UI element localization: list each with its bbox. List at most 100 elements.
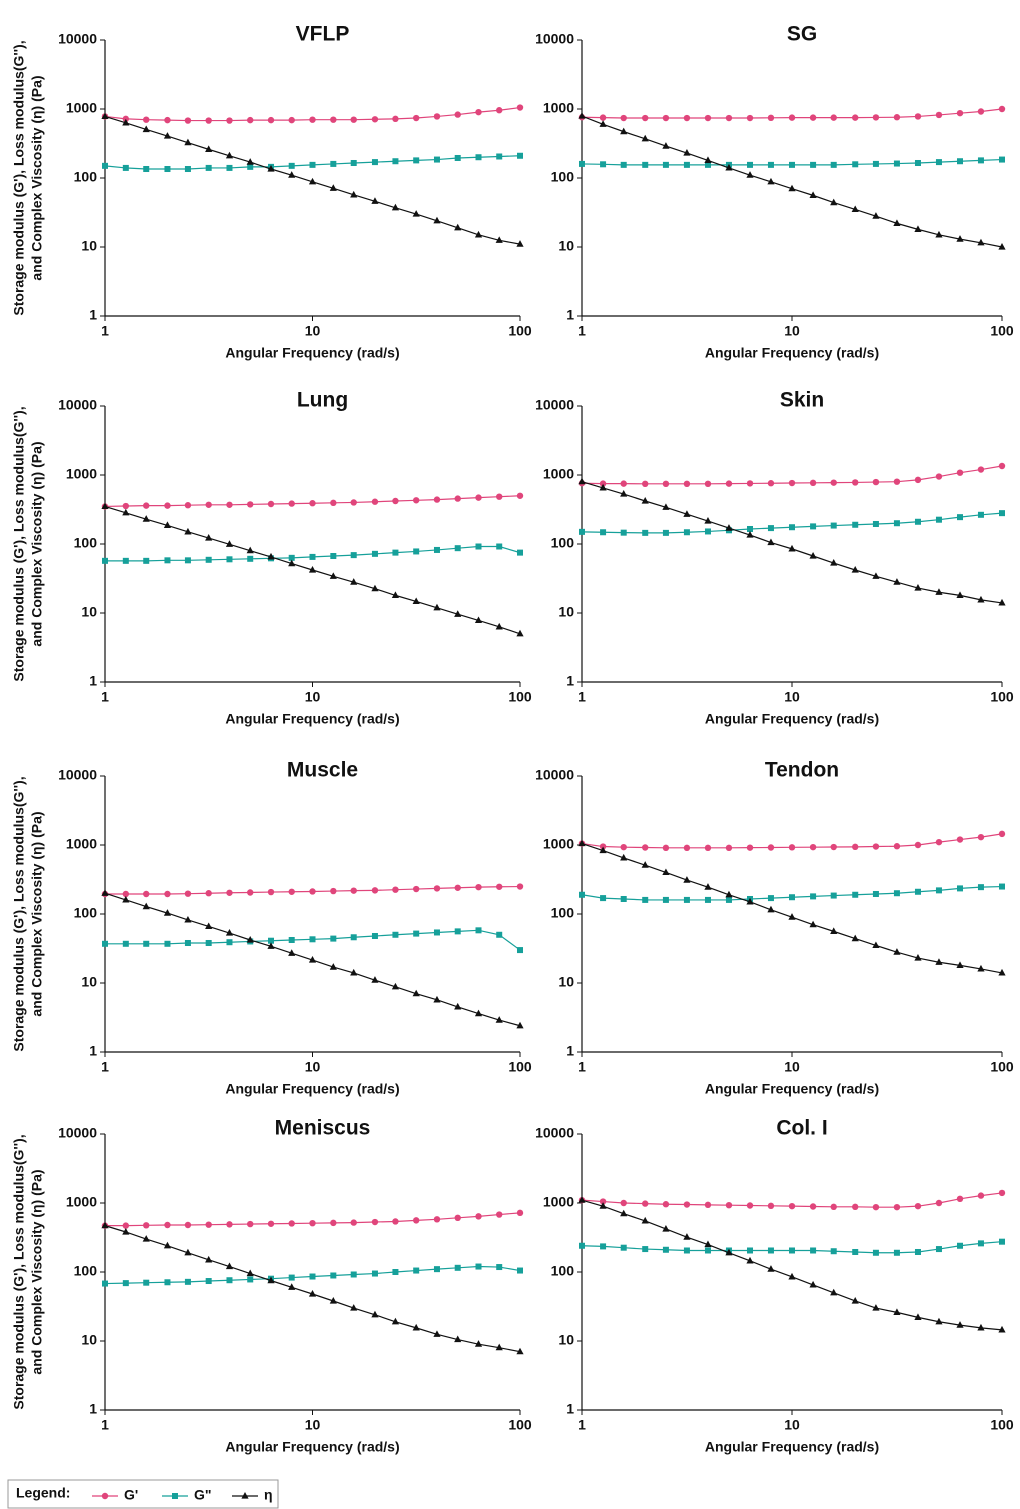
y-tick-label: 100 [74,535,98,551]
point [725,1201,733,1209]
point [102,1280,108,1287]
point [205,164,212,171]
point [852,843,859,851]
point [350,499,357,506]
point [475,543,482,550]
point [495,236,503,243]
point [977,466,985,473]
point [872,114,880,121]
x-tick-label: 1 [101,1059,109,1075]
point [725,114,733,122]
point [935,516,942,523]
point [330,499,337,507]
point [852,891,859,898]
point [246,546,254,554]
point [247,116,254,124]
y-tick-label: 1000 [543,100,574,116]
point [288,1274,295,1281]
point [725,896,732,903]
point [246,935,254,943]
point [872,478,880,486]
point [746,897,754,905]
point [412,497,420,504]
point [642,161,649,168]
point [454,1214,461,1222]
point [977,884,984,891]
point [830,1248,837,1255]
point [309,936,316,943]
point [308,565,317,573]
point [495,1016,503,1023]
point [391,591,400,598]
point [683,510,691,517]
point [998,462,1006,470]
point [662,161,669,168]
x-axis-label: Angular Frequency (rad/s) [225,1081,399,1097]
point [642,529,649,536]
point [579,160,585,167]
point [809,114,817,121]
point [164,502,171,509]
point [267,116,275,124]
point [809,479,817,487]
point [350,1271,357,1278]
point [205,534,213,541]
point [433,496,441,503]
y-tick-label: 1 [89,1401,97,1417]
point [371,116,379,123]
point [433,156,440,163]
point [767,161,774,168]
point [642,1246,649,1253]
point [247,889,254,896]
x-tick-label: 1 [101,689,109,705]
point [851,205,859,213]
point [184,527,192,535]
point [392,549,399,556]
point [454,928,461,935]
point [288,559,296,567]
point [914,954,922,961]
point [789,1247,795,1254]
point [957,158,964,165]
point [433,995,441,1003]
point [620,161,627,168]
point [998,1189,1006,1197]
point [475,927,482,934]
point [914,1248,921,1255]
point [163,521,172,529]
point [809,843,817,851]
y-axis-label: and Complex Viscosity (η) (Pa) [29,441,45,646]
point [725,844,733,852]
point [371,1218,379,1226]
point [496,1264,503,1271]
point [746,1256,754,1264]
point [914,225,922,232]
point [184,166,191,173]
point [164,557,171,564]
point [830,892,837,899]
x-tick-label: 100 [990,323,1014,339]
point [474,1009,483,1017]
point [935,1317,943,1325]
point [662,503,670,510]
point [683,149,691,156]
x-tick-label: 10 [305,1417,321,1433]
point [578,112,586,119]
chart-title: Meniscus [275,1117,371,1140]
point [767,905,775,913]
point [704,1201,712,1209]
y-tick-label: 10000 [535,31,574,47]
point [122,1280,129,1287]
point [746,114,754,122]
x-axis-label: Angular Frequency (rad/s) [705,1081,879,1097]
point [620,529,627,536]
point [350,578,358,585]
point [517,947,523,954]
point [267,888,275,896]
point [852,161,859,168]
point [599,1202,607,1209]
point [914,518,921,525]
point [226,1221,233,1228]
point [225,540,234,547]
point [226,1277,233,1284]
